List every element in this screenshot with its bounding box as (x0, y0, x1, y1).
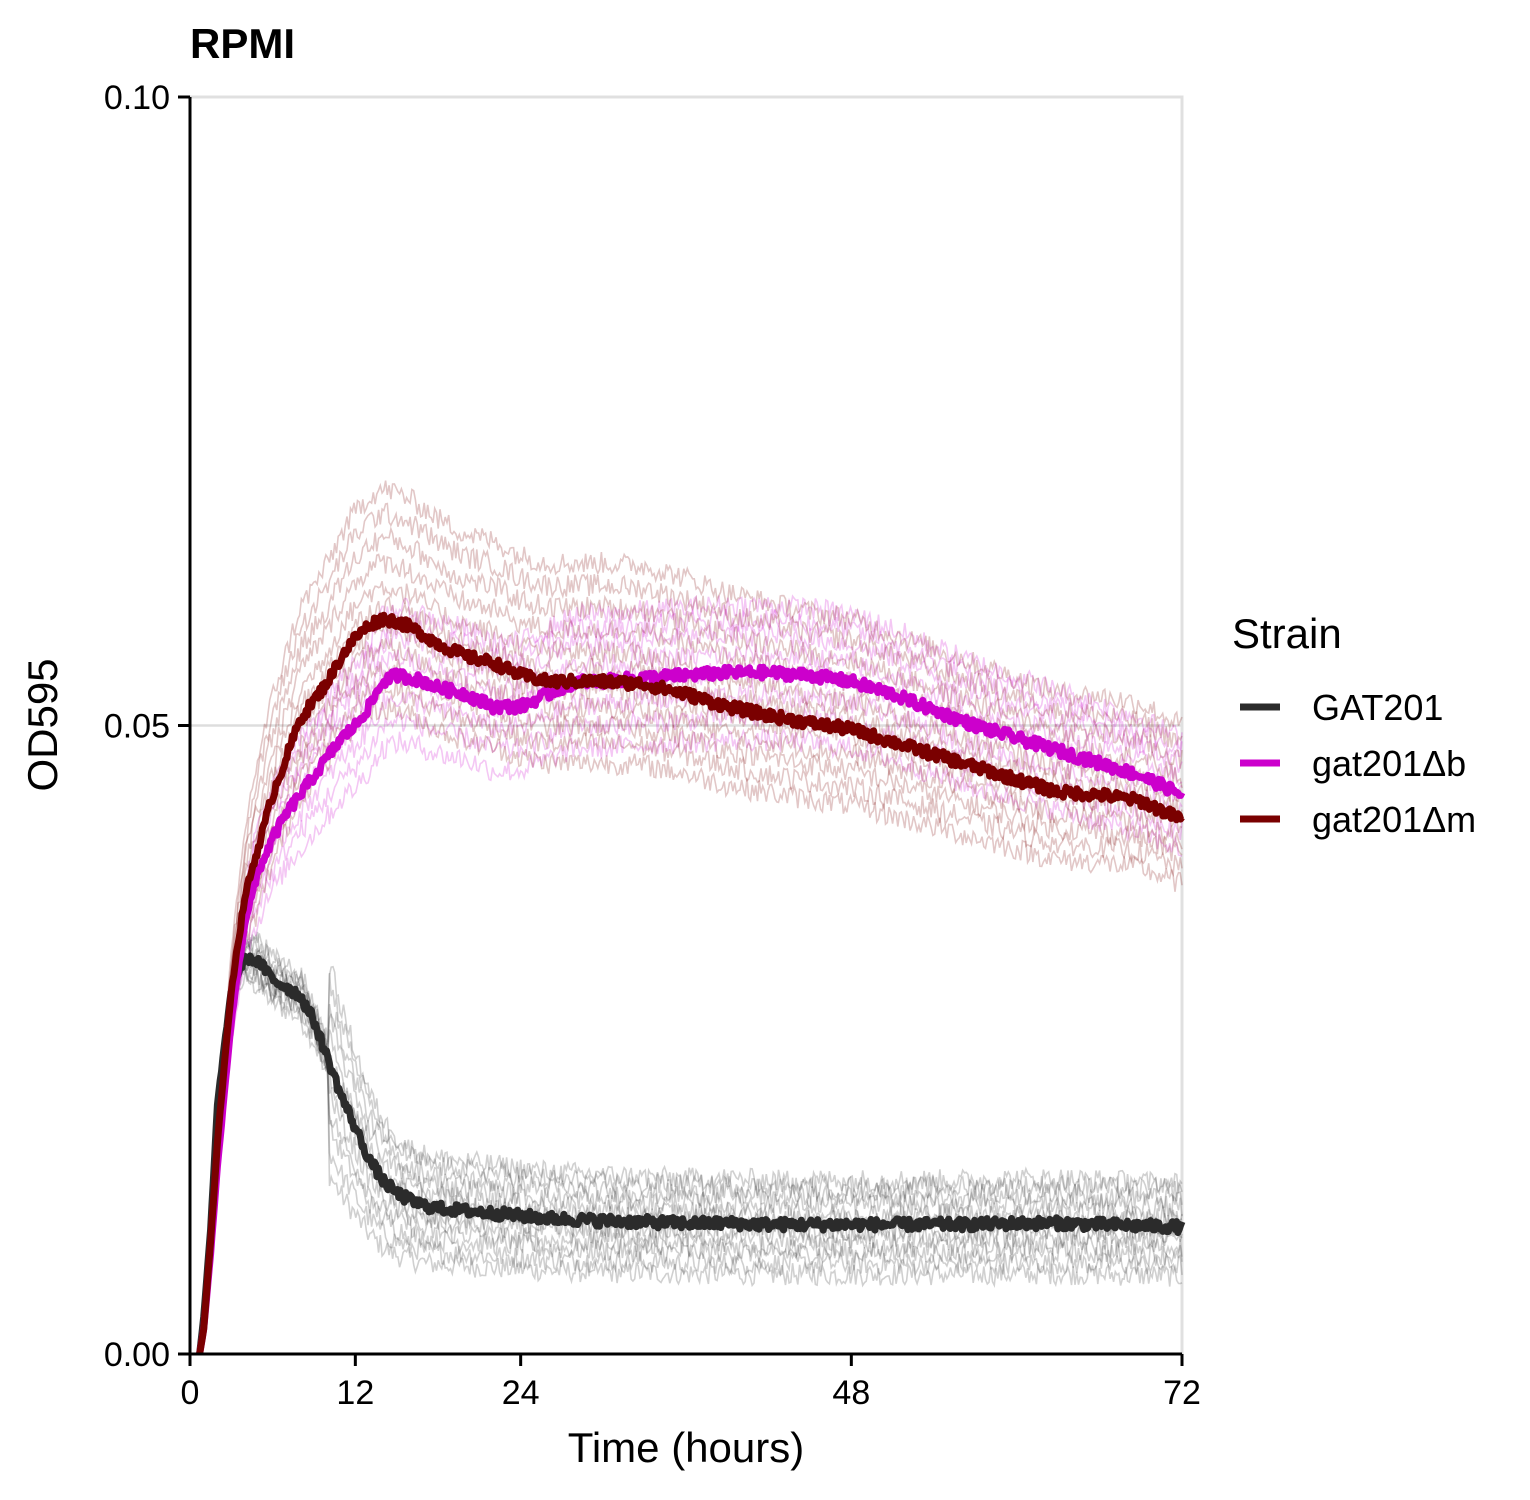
replicate-line-2-6 (198, 580, 1183, 1355)
legend-title: Strain (1232, 610, 1342, 657)
x-tick-label: 48 (832, 1374, 870, 1412)
replicate-line-2-10 (198, 480, 1183, 1355)
replicate-line-0-9 (198, 937, 1183, 1355)
replicate-line-0-6 (198, 949, 1183, 1355)
replicate-line-1-6 (198, 608, 1183, 1355)
legend-label-2: gat201Δm (1312, 799, 1476, 840)
replicate-line-2-8 (198, 525, 1183, 1355)
replicate-line-0-1 (198, 966, 1183, 1355)
x-axis-ticks: 0 12 24 48 72 (181, 1354, 1201, 1412)
x-tick-label: 72 (1163, 1374, 1201, 1412)
replicate-line-1-1 (198, 704, 1183, 1355)
legend-label-1: gat201Δb (1312, 743, 1466, 784)
x-tick-label: 24 (502, 1374, 540, 1412)
replicate-line-0-5 (198, 952, 1183, 1355)
replicate-traces (198, 480, 1183, 1355)
series-line-gat201Δm (196, 611, 1185, 1355)
replicate-line-0-3 (198, 959, 1183, 1355)
series-line-GAT201 (196, 952, 1186, 1355)
y-tick-label: 0.00 (104, 1336, 170, 1374)
y-axis-ticks: 0.00 0.05 0.10 (104, 79, 190, 1374)
legend: Strain GAT201 gat201Δb gat201Δm (1232, 610, 1476, 840)
legend-label-0: GAT201 (1312, 687, 1443, 728)
chart-title: RPMI (190, 20, 295, 67)
replicate-line-0-0 (198, 969, 1183, 1355)
replicate-line-1-4 (198, 643, 1183, 1355)
y-axis-title: OD595 (19, 658, 66, 791)
replicate-line-0-10 (198, 931, 1183, 1355)
replicate-line-0-11 (198, 930, 1183, 1355)
replicate-line-2-9 (198, 502, 1183, 1355)
x-axis-title: Time (hours) (568, 1424, 804, 1471)
replicate-line-0-7 (198, 943, 1183, 1355)
replicate-line-0-8 (198, 938, 1183, 1355)
replicate-line-2-3 (198, 637, 1183, 1355)
x-tick-label: 12 (336, 1374, 374, 1412)
replicate-line-0-4 (198, 955, 1183, 1355)
y-tick-label: 0.05 (104, 708, 170, 746)
legend-items: GAT201 gat201Δb gat201Δm (1240, 687, 1476, 840)
replicate-line-1-5 (198, 622, 1183, 1355)
replicate-line-2-1 (198, 677, 1183, 1355)
y-tick-label: 0.10 (104, 79, 170, 117)
series-lines (196, 611, 1186, 1355)
replicate-line-2-2 (198, 658, 1183, 1355)
replicate-line-1-0 (198, 727, 1183, 1355)
replicate-line-0-2 (198, 967, 1183, 1355)
series-line-gat201Δb (196, 663, 1186, 1355)
x-tick-label: 0 (181, 1374, 200, 1412)
replicate-line-1-7 (198, 594, 1183, 1355)
